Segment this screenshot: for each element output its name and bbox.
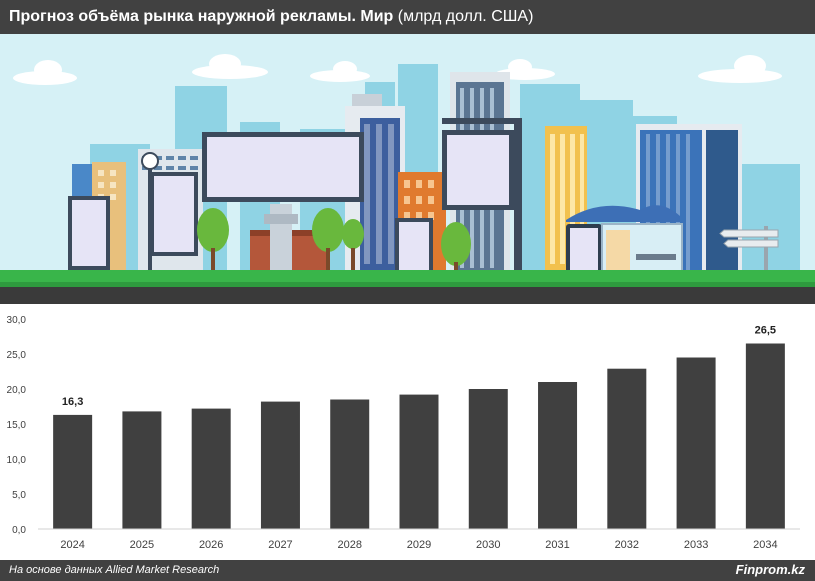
- header-bar: Прогноз объёма рынка наружной рекламы. М…: [0, 0, 815, 34]
- bar-2030: [468, 389, 508, 529]
- bar-chart: 0,0 5,0 10,0 15,0 20,0 25,0 30,0 16,3 26,5 2024…: [7, 315, 800, 551]
- data-label: 26,5: [755, 325, 776, 337]
- source-note: На основе данных Allied Market Research: [9, 564, 220, 576]
- title-main: Прогноз объёма рынка наружной рекламы. М…: [9, 8, 394, 25]
- bar-2032: [607, 368, 647, 529]
- y-tick-label: 30,0: [7, 315, 27, 326]
- x-tick-label: 2024: [60, 539, 84, 551]
- x-tick-label: 2026: [199, 539, 223, 551]
- y-tick-label: 25,0: [7, 350, 27, 361]
- y-tick-label: 20,0: [7, 385, 27, 396]
- y-tick-label: 0,0: [12, 525, 26, 536]
- y-tick-label: 10,0: [7, 455, 27, 466]
- title-unit: (млрд долл. США): [397, 8, 534, 25]
- y-tick-label: 5,0: [12, 490, 26, 501]
- billboard-right: [442, 118, 522, 274]
- footer-bar: На основе данных Allied Market Research …: [0, 560, 815, 581]
- brand-logo-text: Finprom.kz: [735, 562, 805, 577]
- billboard-large: [202, 132, 364, 274]
- x-tick-label: 2028: [337, 539, 361, 551]
- y-tick-label: 15,0: [7, 420, 27, 431]
- x-tick-label: 2031: [545, 539, 569, 551]
- page-title: Прогноз объёма рынка наружной рекламы. М…: [9, 8, 533, 26]
- bar-2033: [676, 357, 716, 529]
- billboard-left: [68, 196, 110, 284]
- bus-stop: [566, 205, 683, 277]
- bar-2027: [260, 401, 300, 529]
- x-tick-label: 2033: [684, 539, 708, 551]
- x-tick-label: 2030: [476, 539, 500, 551]
- x-tick-label: 2032: [615, 539, 639, 551]
- bar-2025: [122, 411, 162, 529]
- x-tick-label: 2025: [130, 539, 154, 551]
- city-illustration: [0, 34, 815, 304]
- bar-2029: [399, 394, 439, 529]
- x-tick-label: 2027: [268, 539, 292, 551]
- bar-2028: [330, 399, 370, 529]
- bar-2024: [53, 414, 93, 529]
- bar-2031: [538, 382, 578, 529]
- x-tick-label: 2029: [407, 539, 431, 551]
- data-label: 16,3: [62, 396, 83, 408]
- x-tick-label: 2034: [753, 539, 777, 551]
- bar-2034: [745, 343, 785, 529]
- bar-2026: [191, 408, 231, 529]
